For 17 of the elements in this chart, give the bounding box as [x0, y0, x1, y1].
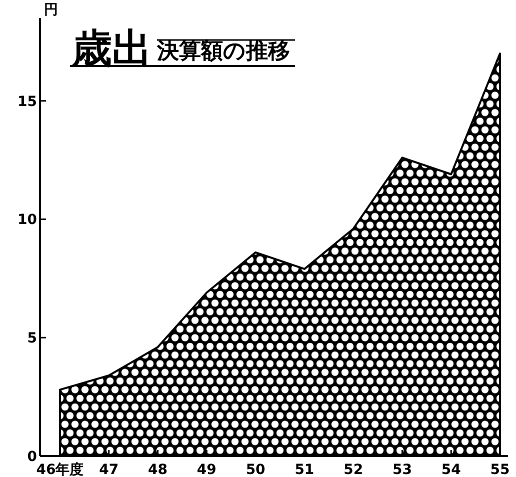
x-tick-label: 52	[344, 462, 364, 477]
x-tick-label: 54	[441, 462, 462, 477]
chart-title: 歳出	[71, 26, 152, 72]
y-tick-label: 10	[18, 212, 38, 228]
x-tick-label: 47	[99, 462, 119, 477]
x-tick-label: 46年度	[36, 461, 84, 477]
x-tick-label: 48	[148, 462, 168, 477]
y-axis-title: 円	[44, 2, 58, 18]
x-tick-label: 53	[392, 462, 412, 477]
x-tick-label: 50	[246, 462, 266, 477]
x-tick-label: 51	[294, 462, 314, 477]
y-tick-label: 0	[27, 449, 38, 465]
x-tick-label: 49	[196, 462, 216, 477]
y-tick-label: 15	[18, 94, 37, 110]
text: 決算額の推移	[156, 39, 290, 64]
x-tick-label: 55	[490, 462, 510, 477]
y-tick-label: 5	[27, 330, 37, 347]
